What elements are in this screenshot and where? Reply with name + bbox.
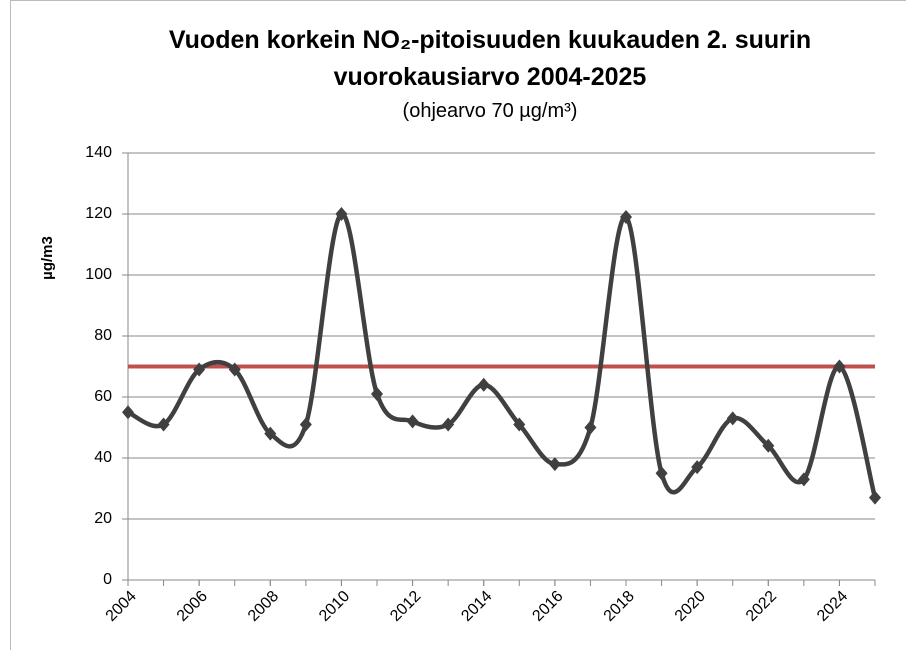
data-marker (371, 386, 383, 401)
data-marker (584, 420, 597, 435)
data-marker (797, 472, 810, 487)
chart-subtitle: (ohjearvo 70 µg/m³) (403, 100, 578, 122)
y-axis-label: µg/m3 (39, 236, 56, 280)
data-marker (726, 411, 739, 426)
data-marker (477, 377, 490, 392)
data-marker (655, 466, 668, 481)
y-tick-label: 140 (85, 144, 112, 161)
chart-title: Vuoden korkein NO₂-pitoisuuden kuukauden… (169, 26, 811, 54)
data-marker (406, 414, 419, 429)
data-marker (335, 207, 348, 221)
data-marker (299, 417, 312, 432)
data-marker (264, 426, 277, 441)
y-tick-label: 40 (94, 449, 112, 466)
chart-border (10, 0, 906, 650)
y-tick-label: 120 (85, 205, 112, 222)
y-tick-label: 0 (103, 571, 112, 588)
data-marker (228, 362, 241, 377)
y-tick-label: 100 (85, 266, 112, 283)
data-marker (442, 417, 455, 432)
data-marker (193, 362, 206, 377)
data-marker (833, 359, 846, 374)
chart-title: vuorokausiarvo 2004-2025 (334, 63, 647, 91)
data-marker (548, 457, 561, 472)
y-tick-label: 20 (94, 510, 112, 527)
data-marker (691, 460, 704, 475)
data-marker (122, 405, 134, 420)
data-marker (157, 417, 170, 432)
data-marker (762, 438, 775, 453)
data-marker (620, 210, 632, 225)
y-tick-label: 80 (94, 327, 112, 344)
data-marker (869, 490, 881, 505)
data-marker (513, 417, 526, 432)
y-tick-label: 60 (94, 388, 112, 405)
